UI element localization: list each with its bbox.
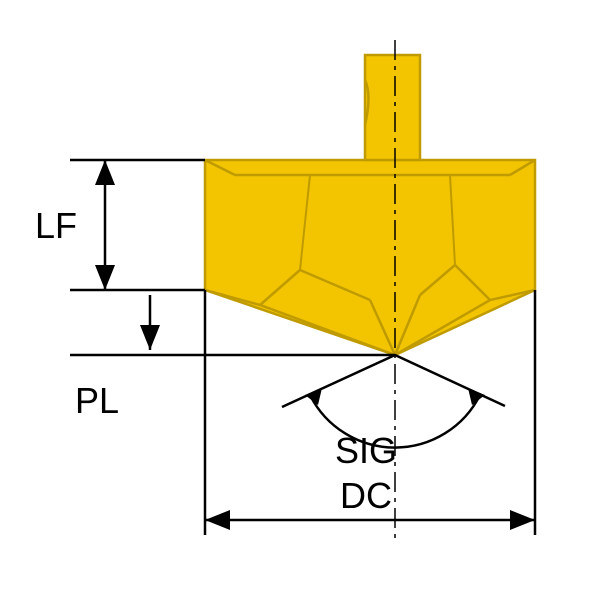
label-dc: DC xyxy=(340,475,392,517)
label-pl: PL xyxy=(75,380,119,422)
label-lf: LF xyxy=(35,205,77,247)
label-sig: SIG xyxy=(335,430,397,472)
